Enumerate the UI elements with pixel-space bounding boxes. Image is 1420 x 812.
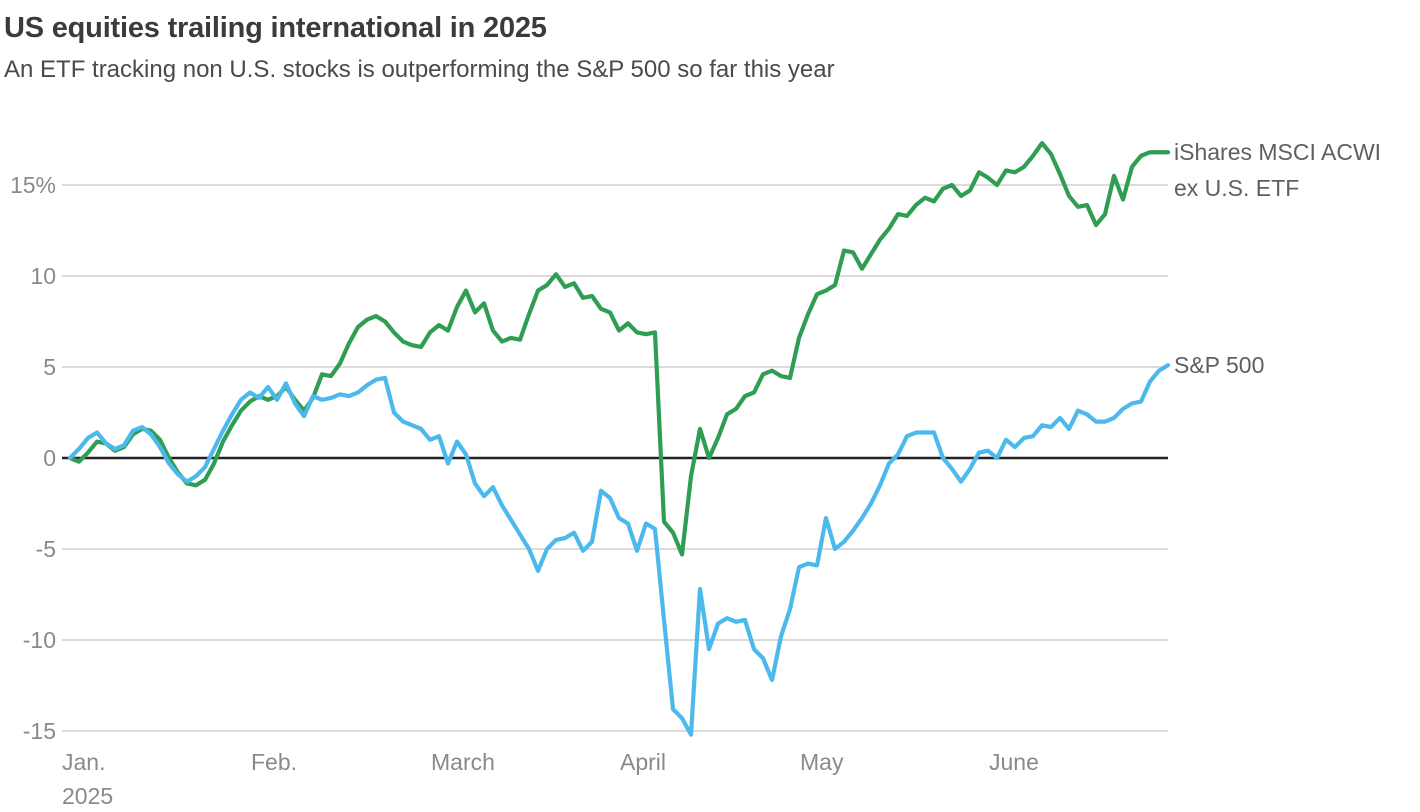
x-axis-year-label: 2025 (62, 783, 113, 809)
x-axis-tick-label: May (800, 749, 844, 775)
y-axis-tick-label: -10 (23, 627, 56, 653)
series-line-international (67, 141, 1171, 557)
x-axis-tick-label: Feb. (251, 749, 297, 775)
series-label-international-line2: ex U.S. ETF (1174, 175, 1299, 201)
y-axis-tick-label: -5 (36, 536, 56, 562)
series-line-sp500 (67, 363, 1171, 737)
chart-header: US equities trailing international in 20… (0, 0, 1420, 85)
chart-canvas: 15% 10 5 0 -5 -10 -15 Jan. Feb. March April May June… (0, 110, 1420, 812)
page-title: US equities trailing international in 20… (4, 12, 547, 44)
y-axis-tick-label: 5 (43, 354, 56, 380)
page-subtitle: An ETF tracking non U.S. stocks is outpe… (4, 56, 835, 84)
x-axis-tick-label: Jan. (62, 749, 105, 775)
x-axis-tick-label: June (989, 749, 1039, 775)
y-axis-tick-label: 15% (10, 172, 56, 198)
series-label-international-line1: iShares MSCI ACWI (1174, 139, 1381, 165)
series-label-sp500: S&P 500 (1174, 352, 1264, 378)
y-axis-tick-label: -15 (23, 718, 56, 744)
x-axis-tick-label: April (620, 749, 666, 775)
x-axis-tick-label: March (431, 749, 495, 775)
y-axis-tick-label: 10 (30, 263, 56, 289)
y-axis-tick-label: 0 (43, 445, 56, 471)
